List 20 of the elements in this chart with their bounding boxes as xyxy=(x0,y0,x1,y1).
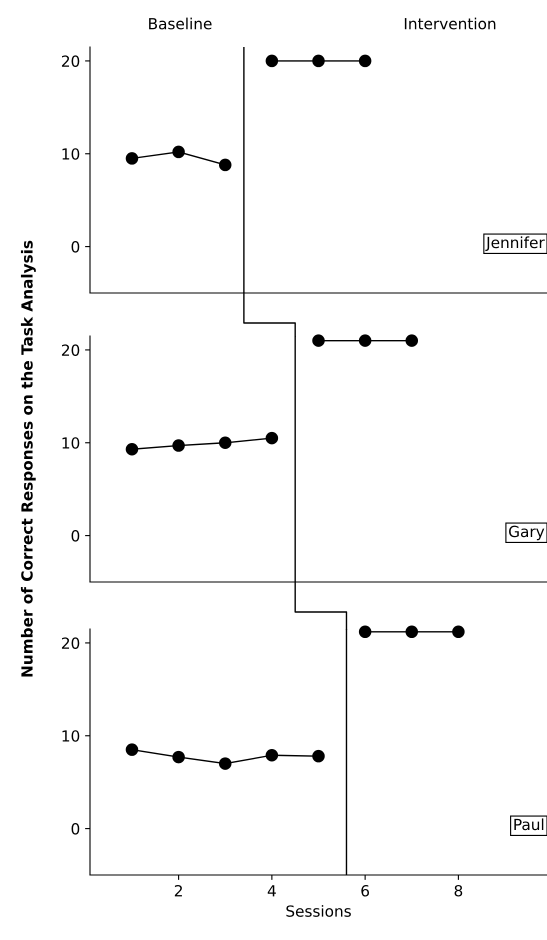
y-tick-label: 0 xyxy=(72,530,80,542)
x-axis-title: Sessions xyxy=(286,905,351,917)
y-tick-label: 20 xyxy=(62,344,80,356)
y-tick-label: 0 xyxy=(72,241,80,253)
annotation: Gary xyxy=(509,526,544,540)
text: Intervention xyxy=(404,18,496,30)
text: Baseline xyxy=(149,18,212,30)
y-tick-label: 10 xyxy=(62,730,80,742)
y-tick-label: 20 xyxy=(62,637,80,649)
x-tick-label: 4 xyxy=(268,885,276,896)
y-tick-label: 20 xyxy=(62,55,80,67)
x-tick-label: 6 xyxy=(361,884,370,897)
y-axis-title: Number of Correct Responses on the Task Analysis xyxy=(20,240,36,677)
x-tick-label: 8 xyxy=(454,884,462,897)
y-tick-label: 0 xyxy=(72,823,80,835)
annotation: Paul xyxy=(514,818,544,830)
y-tick-label: 10 xyxy=(62,437,80,449)
annotation: Jennifer xyxy=(485,236,545,252)
y-tick-label: 10 xyxy=(62,148,80,160)
x-tick-label: 2 xyxy=(174,884,182,896)
